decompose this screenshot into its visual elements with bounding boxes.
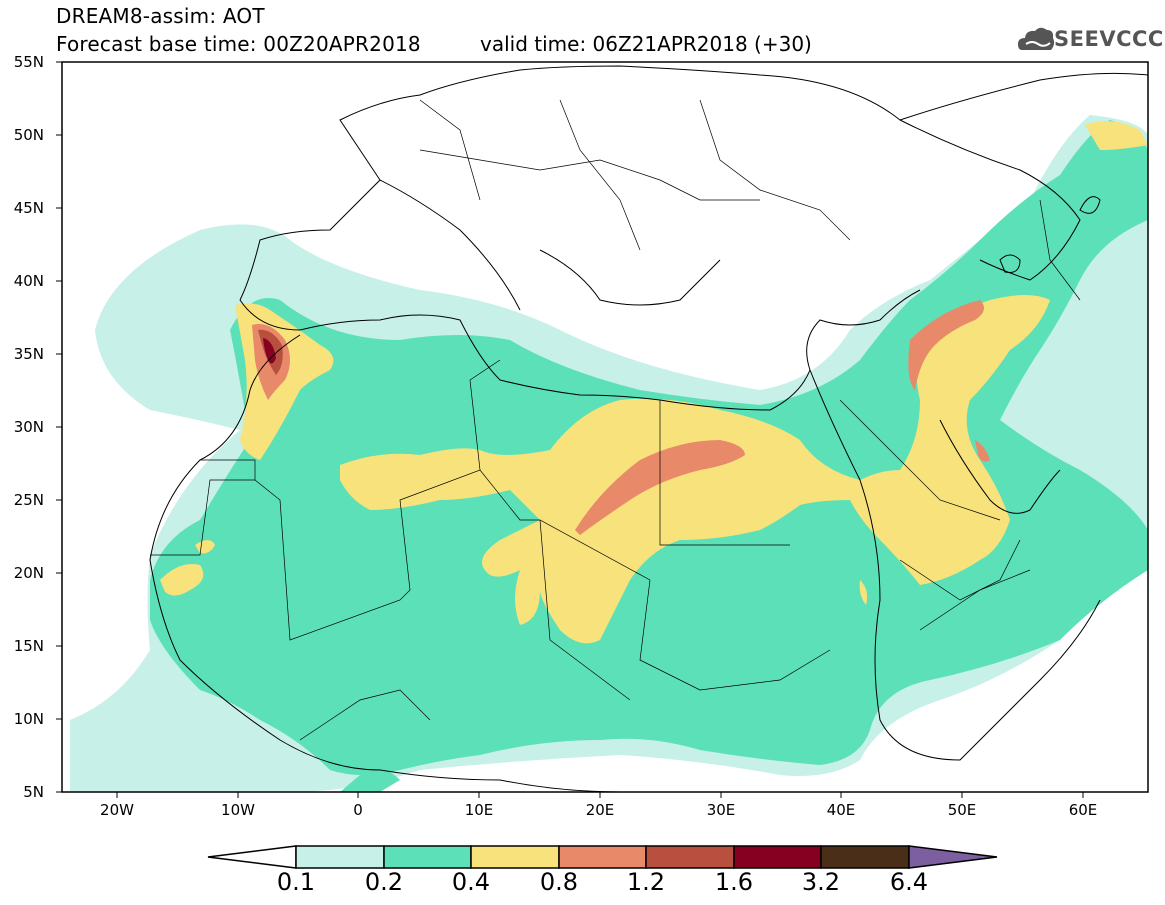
lat-label: 20N: [13, 564, 44, 582]
map-title: DREAM8-assim: AOT: [56, 4, 265, 28]
lat-label: 30N: [13, 418, 44, 436]
colorbar-label: 0.2: [364, 868, 404, 896]
colorbar-segment: [470, 845, 560, 869]
valid-time: valid time: 06Z21APR2018 (+30): [480, 32, 812, 56]
lon-label: 10E: [464, 801, 494, 819]
lon-label: 50E: [947, 801, 977, 819]
colorbar-segment: [383, 845, 472, 869]
colorbar-label: 3.2: [801, 868, 841, 896]
lat-label: 55N: [13, 53, 44, 71]
lat-label: 10N: [13, 710, 44, 728]
colorbar-label: 0.8: [539, 868, 579, 896]
axis-ticks: [56, 61, 1084, 798]
colorbar-segment: [295, 845, 385, 869]
lat-label: 45N: [13, 199, 44, 217]
logo-text: SEEVCCC: [1054, 27, 1164, 51]
colorbar-arrow-low: [207, 845, 297, 869]
aot-field: [70, 65, 1148, 792]
lon-label: 20W: [100, 801, 134, 819]
lat-label: 40N: [13, 272, 44, 290]
lon-label: 30E: [706, 801, 736, 819]
colorbar-segment: [733, 845, 822, 869]
forecast-base-time: Forecast base time: 00Z20APR2018: [56, 32, 421, 56]
country-borders: [150, 99, 1081, 741]
lat-label: 5N: [23, 783, 44, 801]
colorbar-label: 1.6: [714, 868, 754, 896]
lon-label: 0: [353, 801, 363, 819]
lat-label: 15N: [13, 637, 44, 655]
lon-label: 40E: [826, 801, 856, 819]
lat-label: 35N: [13, 345, 44, 363]
lat-label: 50N: [13, 126, 44, 144]
colorbar: [207, 845, 998, 869]
colorbar-arrow-high: [908, 845, 998, 869]
colorbar-segment: [645, 845, 735, 869]
colorbar-segment: [558, 845, 647, 869]
colorbar-label: 0.1: [276, 868, 316, 896]
lat-label: 25N: [13, 491, 44, 509]
colorbar-label: 6.4: [889, 868, 929, 896]
colorbar-label: 1.2: [626, 868, 666, 896]
lon-label: 60E: [1068, 801, 1098, 819]
coastlines: [149, 65, 1148, 792]
colorbar-segment: [820, 845, 910, 869]
lon-label: 10W: [221, 801, 255, 819]
lon-label: 20E: [585, 801, 615, 819]
cloud-icon: [1018, 27, 1055, 50]
aot-level-1.6: [263, 338, 276, 364]
colorbar-label: 0.4: [451, 868, 491, 896]
